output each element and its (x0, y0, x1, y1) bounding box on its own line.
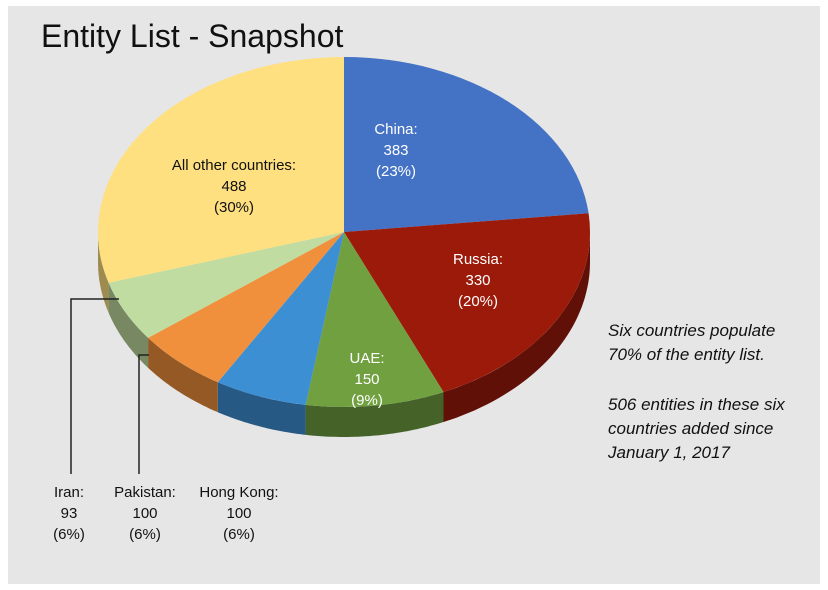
slice-percent: (23%) (376, 163, 416, 180)
slice-value: 330 (465, 272, 490, 289)
slice-label: Iran: 93 (6%) (53, 484, 85, 543)
slice-name: Iran: (54, 484, 84, 501)
slice-label: Pakistan: 100 (6%) (114, 484, 176, 543)
pie-slice (344, 213, 591, 392)
slice-percent: (6%) (223, 526, 255, 543)
slice-value: 100 (226, 505, 251, 522)
slice-name: Hong Kong: (199, 484, 278, 501)
slice-value: 93 (61, 505, 78, 522)
slice-label: All other countries: 488 (30%) (172, 157, 296, 216)
slide: Entity List - Snapshot China: 383 (23%) Rus… (8, 6, 820, 584)
leader-line (70, 298, 119, 474)
slice-percent: (6%) (53, 526, 85, 543)
slice-label: UAE: 150 (9%) (349, 350, 384, 409)
pie-chart: China: 383 (23%) Russia: 330 (20%) UAE: 150 (9%)… (53, 57, 591, 543)
summary-note: Six countries populate 70% of the entity… (608, 321, 776, 364)
page-title: Entity List - Snapshot (41, 18, 344, 54)
slice-name: UAE: (349, 350, 384, 367)
pie-slices (98, 57, 591, 408)
slice-value: 100 (132, 505, 157, 522)
pie-slice (108, 232, 344, 338)
slice-percent: (20%) (458, 293, 498, 310)
slice-side (443, 232, 590, 422)
slice-percent: (9%) (351, 392, 383, 409)
leader-lines (70, 298, 149, 474)
slice-label: Russia: 330 (20%) (453, 251, 503, 310)
slice-percent: (6%) (129, 526, 161, 543)
pie-slice (98, 57, 344, 283)
slice-value: 488 (221, 178, 246, 195)
pie-slice (148, 232, 344, 383)
slice-percent: (30%) (214, 199, 254, 216)
slice-name: China: (374, 121, 417, 138)
slice-label: Hong Kong: 100 (6%) (199, 484, 278, 543)
pie-slice (344, 57, 589, 232)
added-note: 506 entities in these six countries adde… (608, 395, 785, 462)
pie-slice (217, 232, 344, 405)
pie-sides (98, 232, 590, 437)
leader-line (138, 354, 149, 474)
slice-labels: China: 383 (23%) Russia: 330 (20%) UAE: 150 (9%)… (53, 121, 503, 543)
slice-side (305, 392, 444, 437)
slice-label: China: 383 (23%) (374, 121, 417, 180)
slice-value: 383 (383, 142, 408, 159)
slice-side (98, 232, 109, 313)
slice-side (217, 382, 306, 435)
slice-side (108, 282, 149, 368)
slice-name: Russia: (453, 251, 503, 268)
slice-value: 150 (354, 371, 379, 388)
pie-slice (305, 232, 444, 408)
slice-name: All other countries: (172, 157, 296, 174)
slice-name: Pakistan: (114, 484, 176, 501)
slice-side (148, 337, 218, 413)
